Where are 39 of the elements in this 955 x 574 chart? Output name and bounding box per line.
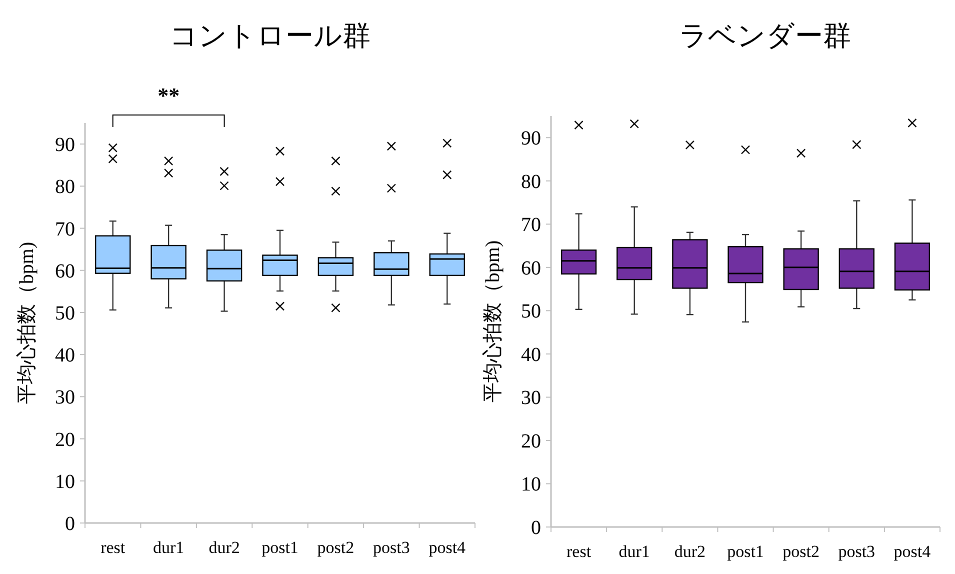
x-tick-label: post3 xyxy=(373,538,410,557)
x-tick-label: post1 xyxy=(262,538,298,557)
y-tick-label: 10 xyxy=(55,470,75,493)
y-tick-label: 70 xyxy=(55,218,75,240)
x-tick-label: post4 xyxy=(428,538,466,557)
y-tick-label: 60 xyxy=(55,260,75,282)
y-tick-label: 90 xyxy=(521,128,541,150)
x-tick-label: dur2 xyxy=(208,538,240,557)
y-tick-label: 50 xyxy=(55,302,75,324)
y-tick-label: 50 xyxy=(521,300,541,323)
x-tick-label: post2 xyxy=(782,542,820,561)
y-tick-label: 30 xyxy=(521,387,541,410)
y-tick-label: 0 xyxy=(531,517,541,539)
x-tick-label: rest xyxy=(100,538,126,557)
x-tick-label: dur2 xyxy=(674,542,706,561)
y-tick-label: 80 xyxy=(521,170,541,193)
x-tick-label: post4 xyxy=(894,542,932,561)
y-tick-label: 30 xyxy=(55,386,75,409)
y-axis-title: 平均心拍数（bpm) xyxy=(482,240,504,403)
y-tick-label: 0 xyxy=(65,513,75,535)
y-tick-label: 70 xyxy=(521,214,541,236)
y-tick-label: 10 xyxy=(521,474,541,496)
y-tick-label: 80 xyxy=(55,176,75,198)
y-tick-label: 20 xyxy=(55,428,75,451)
x-tick-label: post2 xyxy=(317,538,354,557)
x-tick-label: post1 xyxy=(727,542,764,561)
x-tick-label: post3 xyxy=(838,542,876,561)
x-tick-label: dur1 xyxy=(618,542,650,561)
chart-title: コントロール群 xyxy=(170,21,370,52)
y-tick-label: 60 xyxy=(521,257,541,280)
y-tick-label: 40 xyxy=(55,344,75,367)
y-tick-label: 90 xyxy=(55,134,75,156)
y-tick-label: 40 xyxy=(521,344,541,366)
x-tick-label: rest xyxy=(566,542,592,561)
y-tick-label: 20 xyxy=(521,430,541,452)
x-tick-label: dur1 xyxy=(152,538,184,557)
y-axis-title: 平均心拍数（bpm) xyxy=(16,242,38,404)
chart-title: ラベンダー群 xyxy=(679,21,851,52)
text: ** xyxy=(158,83,180,108)
